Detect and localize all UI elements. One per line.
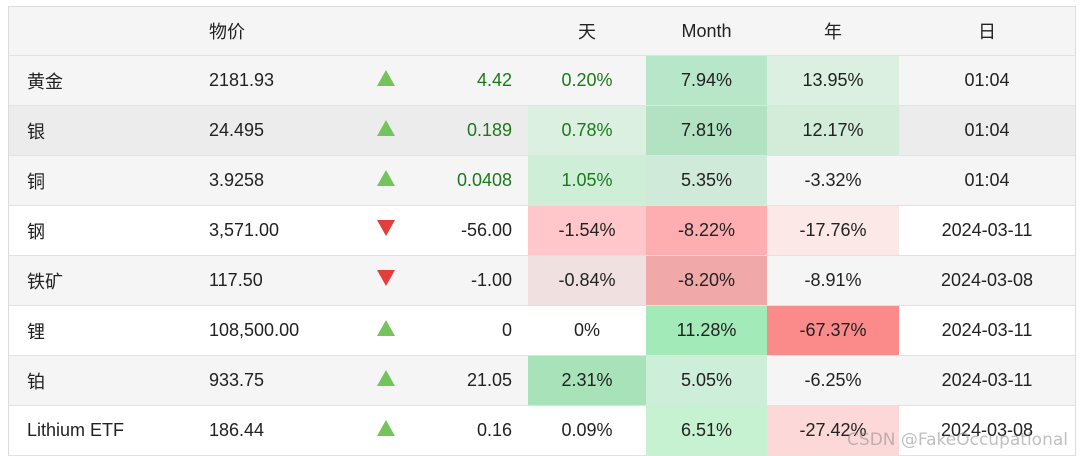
change-cell: 21.05 [401,355,528,406]
table-row[interactable]: Lithium ETF 186.44 0.16 0.09% 6.51% -27.42% 20… [9,405,1075,456]
date-cell: 2024-03-11 [899,355,1075,406]
year-change-cell: -8.91% [767,255,899,306]
year-change-cell: -67.37% [767,305,899,356]
day-change-cell: 0.78% [528,105,646,156]
table-header-row: 物价 天 Month 年 日 [9,7,1075,56]
table-row[interactable]: 银 24.495 0.189 0.78% 7.81% 12.17% 01:04 [9,105,1075,156]
change-cell: -56.00 [401,205,528,256]
table-row[interactable]: 铜 3.9258 0.0408 1.05% 5.35% -3.32% 01:04 [9,155,1075,206]
year-change-cell: -6.25% [767,355,899,406]
commodity-name[interactable]: 铂 [9,355,191,406]
direction-cell [361,255,401,306]
month-change-cell: 7.81% [646,105,767,156]
day-change-cell: -0.84% [528,255,646,306]
table-row[interactable]: 黄金 2181.93 4.42 0.20% 7.94% 13.95% 01:04 [9,55,1075,106]
month-change-cell: -8.22% [646,205,767,256]
month-change-cell: 5.05% [646,355,767,406]
direction-cell [361,55,401,106]
year-change-cell: 13.95% [767,55,899,106]
direction-cell [361,155,401,206]
commodity-name[interactable]: 黄金 [9,55,191,106]
watermark: CSDN @FakeOccupational [847,430,1068,450]
header-change [401,7,528,56]
date-cell: 01:04 [899,55,1075,106]
triangle-down-icon [377,220,395,236]
price-cell: 3.9258 [191,155,361,206]
price-cell: 186.44 [191,405,361,456]
price-cell: 3,571.00 [191,205,361,256]
year-change-cell: -3.32% [767,155,899,206]
date-cell: 2024-03-08 [899,405,1075,456]
triangle-up-icon [377,420,395,436]
direction-cell [361,305,401,356]
year-change-cell: 12.17% [767,105,899,156]
direction-cell [361,355,401,406]
direction-cell [361,105,401,156]
month-change-cell: 11.28% [646,305,767,356]
header-arrow [361,7,401,56]
commodity-price-table: 物价 天 Month 年 日 黄金 2181.93 4.42 0.20% 7.94% 13… [9,7,1075,456]
direction-cell [361,405,401,456]
table-body: 黄金 2181.93 4.42 0.20% 7.94% 13.95% 01:04 银 24.49… [9,55,1075,456]
date-cell: 2024-03-11 [899,205,1075,256]
triangle-up-icon [377,170,395,186]
day-change-cell: -1.54% [528,205,646,256]
commodity-name[interactable]: 银 [9,105,191,156]
price-cell: 24.495 [191,105,361,156]
price-cell: 933.75 [191,355,361,406]
change-cell: 0.189 [401,105,528,156]
table-row[interactable]: 铂 933.75 21.05 2.31% 5.05% -6.25% 2024-03-11 [9,355,1075,406]
day-change-cell: 0.20% [528,55,646,106]
month-change-cell: 7.94% [646,55,767,106]
month-change-cell: 5.35% [646,155,767,206]
day-change-cell: 2.31% [528,355,646,406]
date-cell: 01:04 [899,155,1075,206]
header-month[interactable]: Month [646,7,767,56]
header-day[interactable]: 天 [528,7,646,56]
price-cell: 108,500.00 [191,305,361,356]
triangle-up-icon [377,320,395,336]
price-cell: 2181.93 [191,55,361,106]
commodity-name[interactable]: 钢 [9,205,191,256]
direction-cell [361,205,401,256]
triangle-up-icon [377,370,395,386]
commodity-name[interactable]: Lithium ETF [9,405,191,456]
header-price[interactable]: 物价 [191,7,361,56]
change-cell: 0.16 [401,405,528,456]
change-cell: -1.00 [401,255,528,306]
table-row[interactable]: 锂 108,500.00 0 0% 11.28% -67.37% 2024-03-11 [9,305,1075,356]
day-change-cell: 0% [528,305,646,356]
table-row[interactable]: 钢 3,571.00 -56.00 -1.54% -8.22% -17.76% 2024-0… [9,205,1075,256]
triangle-up-icon [377,120,395,136]
triangle-down-icon [377,270,395,286]
year-change-cell: -17.76% [767,205,899,256]
date-cell: 2024-03-11 [899,305,1075,356]
month-change-cell: 6.51% [646,405,767,456]
change-cell: 0 [401,305,528,356]
commodity-table-container: 物价 天 Month 年 日 黄金 2181.93 4.42 0.20% 7.94% 13… [8,6,1076,456]
day-change-cell: 1.05% [528,155,646,206]
table-row[interactable]: 铁矿 117.50 -1.00 -0.84% -8.20% -8.91% 2024-03-0… [9,255,1075,306]
commodity-name[interactable]: 铁矿 [9,255,191,306]
date-cell: 01:04 [899,105,1075,156]
header-date[interactable]: 日 [899,7,1075,56]
header-name [9,7,191,56]
commodity-name[interactable]: 锂 [9,305,191,356]
change-cell: 4.42 [401,55,528,106]
price-cell: 117.50 [191,255,361,306]
date-cell: 2024-03-08 [899,255,1075,306]
triangle-up-icon [377,70,395,86]
month-change-cell: -8.20% [646,255,767,306]
day-change-cell: 0.09% [528,405,646,456]
change-cell: 0.0408 [401,155,528,206]
year-change-cell: -27.42% [767,405,899,456]
commodity-name[interactable]: 铜 [9,155,191,206]
header-year[interactable]: 年 [767,7,899,56]
